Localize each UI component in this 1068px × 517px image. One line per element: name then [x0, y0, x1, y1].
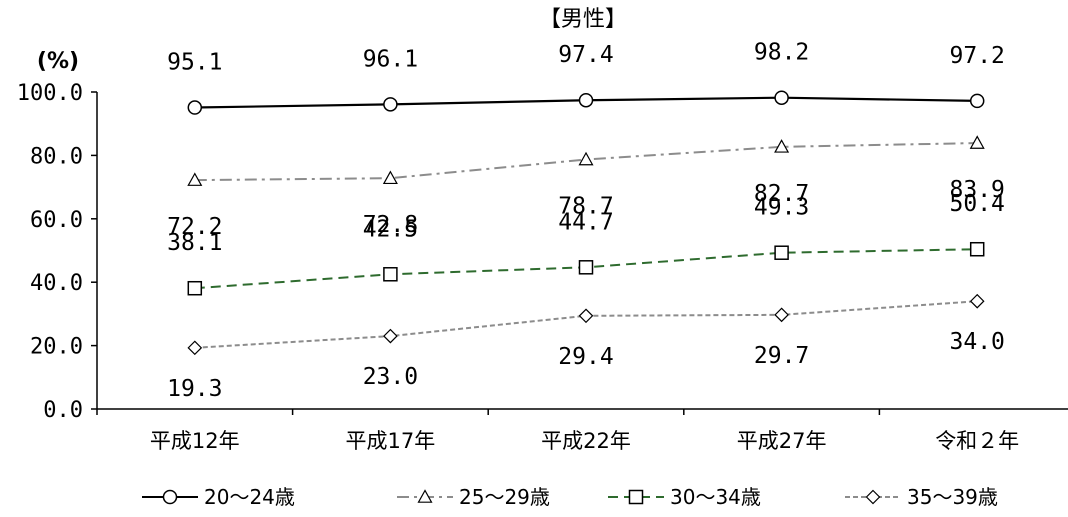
data-label: 29.4: [558, 344, 613, 370]
data-point-marker: [774, 307, 789, 323]
data-label: 83.9: [950, 177, 1005, 203]
data-point-marker: [187, 340, 203, 356]
data-point-marker: [969, 135, 985, 149]
legend-item: 25～29歳: [397, 485, 550, 509]
data-label: 95.1: [167, 50, 222, 76]
legend-marker: [865, 489, 881, 505]
y-tick-label: 20.0: [30, 335, 83, 360]
series-1: [187, 90, 985, 115]
data-label: 78.7: [558, 194, 613, 220]
data-point-marker: [578, 92, 594, 108]
axes: 0.0 20.0 40.0 60.0 80.0 100.0 平成12年 平成17年 平成22年 平…: [17, 81, 1068, 453]
data-point-marker: [382, 170, 398, 185]
x-tick-label: 平成27年: [737, 429, 827, 453]
legend-marker: [417, 489, 433, 503]
data-point-marker: [383, 328, 398, 344]
x-tick-label: 平成12年: [150, 429, 240, 453]
series-2: [187, 135, 985, 186]
data-point-marker: [383, 267, 398, 282]
data-label: 96.1: [363, 46, 418, 72]
legend-label: 30～34歳: [670, 485, 761, 509]
data-label: 98.2: [754, 40, 809, 66]
data-point-marker: [774, 245, 789, 260]
series-layer: [187, 90, 985, 356]
series-line: [194, 300, 978, 349]
y-tick-label: 40.0: [30, 271, 83, 296]
legend-label: 35～39歳: [907, 485, 998, 509]
legend-label: 25～29歳: [459, 485, 550, 509]
x-tick-label: 平成17年: [346, 429, 436, 453]
data-label: 49.3: [754, 195, 809, 221]
data-point-marker: [187, 172, 203, 186]
x-tick-label: 平成22年: [541, 429, 631, 453]
data-point-marker: [969, 241, 985, 257]
data-label: 29.7: [754, 343, 809, 369]
legend-label: 20～24歳: [204, 485, 295, 509]
data-point-marker: [578, 308, 594, 324]
series-4: [187, 293, 985, 356]
x-tick-label: 令和２年: [935, 429, 1019, 453]
data-label: 50.4: [950, 191, 1005, 217]
data-point-marker: [578, 260, 594, 275]
data-point-marker: [187, 280, 203, 296]
legend: 20～24歳 25～29歳 30～34歳 35～39歳: [142, 485, 998, 509]
y-tick-label: 0.0: [43, 398, 83, 423]
data-point-marker: [578, 151, 594, 166]
data-label: 72.2: [167, 214, 222, 240]
data-label: 97.2: [950, 43, 1005, 69]
legend-item: 35～39歳: [845, 485, 998, 509]
data-label: 34.0: [950, 329, 1005, 355]
legend-item: 20～24歳: [142, 485, 295, 509]
data-point-marker: [969, 93, 985, 109]
data-label-layer: 95.1 96.1 97.4 98.2 97.2 72.2 72.8 78.7 82.7 83.9…: [167, 40, 1005, 402]
legend-marker: [628, 489, 644, 505]
y-tick-label: 80.0: [30, 144, 83, 169]
y-tick-label: 100.0: [17, 81, 83, 106]
data-point-marker: [187, 100, 203, 115]
data-label: 19.3: [167, 376, 222, 402]
data-label: 97.4: [558, 42, 613, 68]
y-axis-unit-label: (%): [37, 49, 79, 74]
data-label: 38.1: [167, 230, 222, 256]
chart-title: 【男性】: [539, 7, 627, 32]
series-3: [187, 241, 985, 296]
legend-marker: [162, 489, 178, 505]
data-label: 42.5: [363, 216, 418, 242]
data-label: 72.8: [363, 212, 418, 238]
legend-item: 30～34歳: [608, 485, 761, 509]
data-label: 23.0: [363, 364, 418, 390]
data-point-marker: [774, 90, 789, 105]
data-point-marker: [969, 293, 985, 309]
data-point-marker: [774, 139, 790, 153]
data-label: 82.7: [754, 181, 809, 207]
data-point-marker: [383, 97, 398, 112]
data-label: 44.7: [558, 209, 613, 235]
y-tick-label: 60.0: [30, 208, 83, 233]
